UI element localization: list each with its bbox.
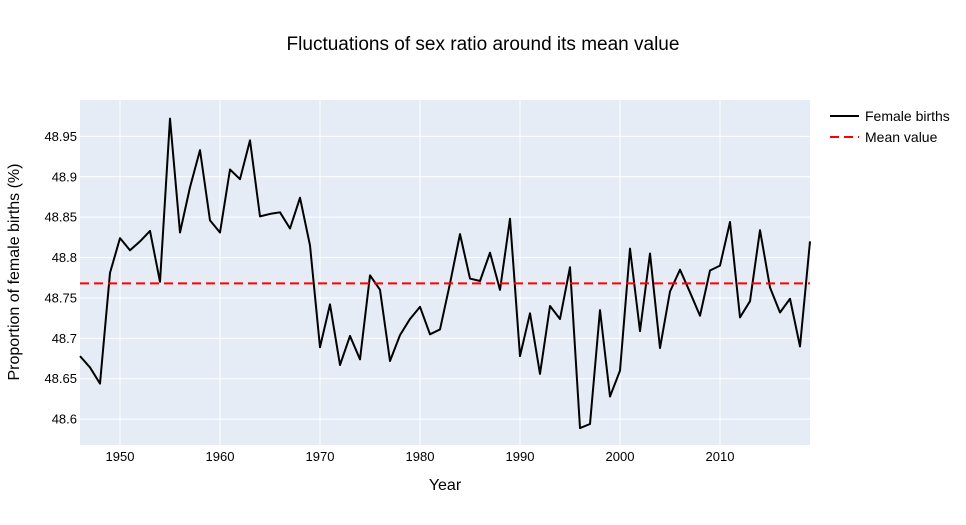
y-tick-label: 48.6 — [52, 412, 77, 427]
legend: Female births Mean value — [830, 108, 950, 145]
female-births-line — [79, 117, 811, 430]
x-tick-label: 1960 — [206, 449, 235, 464]
y-tick-label: 48.8 — [52, 250, 77, 265]
x-tick-label: 2010 — [706, 449, 735, 464]
x-tick-label: 1950 — [106, 449, 135, 464]
x-gridlines — [119, 100, 721, 445]
plot-area — [80, 100, 810, 445]
y-tick-label: 48.95 — [44, 129, 77, 144]
y-tick-labels: 48.6 48.65 48.7 48.75 48.8 48.85 48.9 48.95 — [44, 129, 77, 427]
y-gridlines — [80, 135, 810, 420]
y-tick-label: 48.85 — [44, 210, 77, 225]
x-tick-label: 2000 — [606, 449, 635, 464]
y-tick-label: 48.9 — [52, 169, 77, 184]
legend-label: Mean value — [865, 129, 938, 145]
x-tick-label: 1970 — [306, 449, 335, 464]
y-axis-title: Proportion of female births (%) — [6, 164, 23, 381]
chart-title: Fluctuations of sex ratio around its mea… — [287, 34, 680, 55]
series-layer — [79, 117, 811, 430]
y-tick-label: 48.75 — [44, 290, 77, 305]
x-tick-label: 1990 — [506, 449, 535, 464]
x-tick-label: 1980 — [406, 449, 435, 464]
y-tick-label: 48.65 — [44, 371, 77, 386]
x-tick-labels: 1950 1960 1970 1980 1990 2000 2010 — [106, 449, 735, 464]
legend-label: Female births — [865, 108, 950, 124]
y-tick-label: 48.7 — [52, 331, 77, 346]
x-axis-title: Year — [429, 477, 462, 494]
